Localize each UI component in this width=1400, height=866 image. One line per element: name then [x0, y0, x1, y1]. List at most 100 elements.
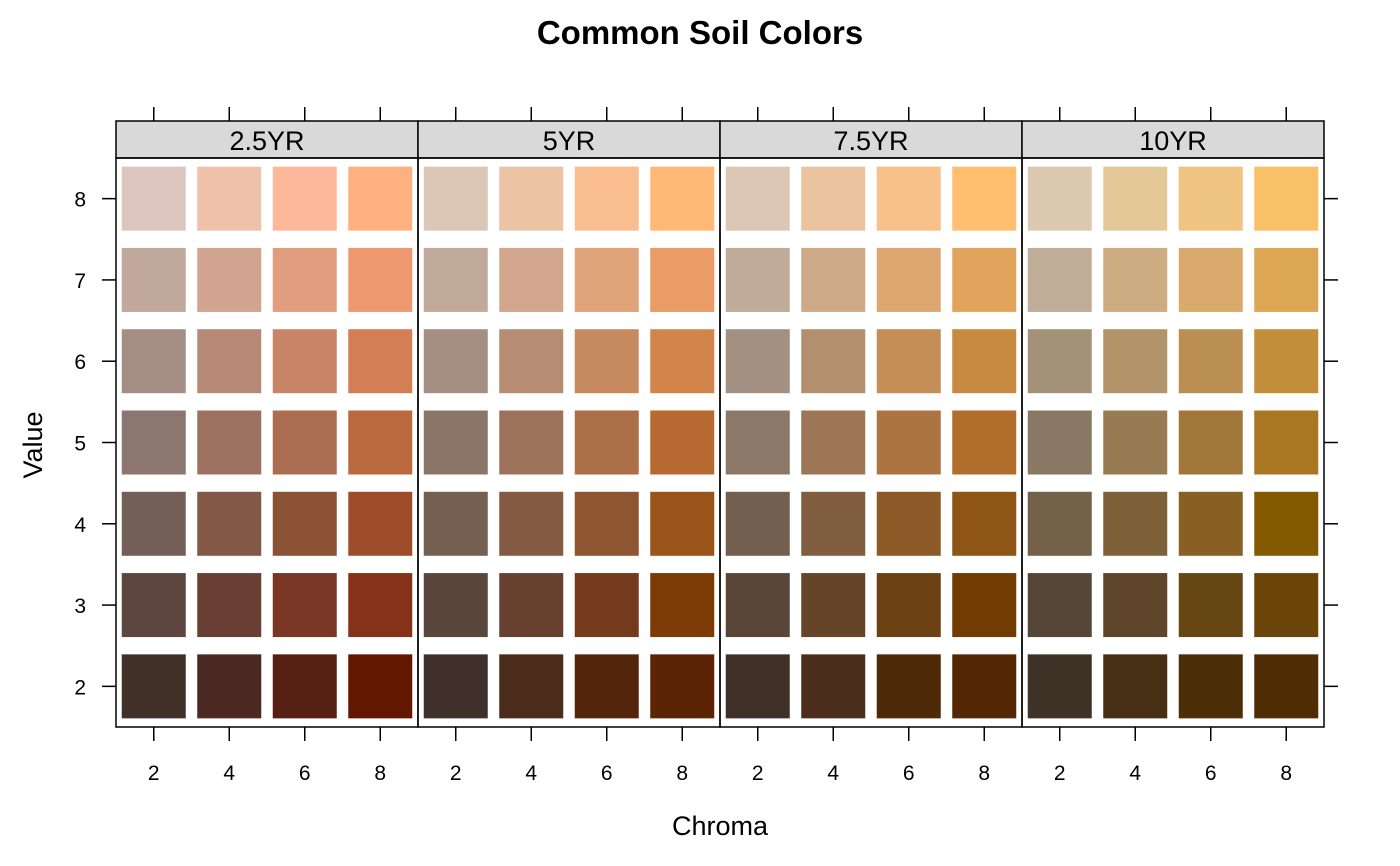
color-chip — [197, 410, 262, 475]
color-chip — [197, 329, 262, 394]
color-chip — [121, 329, 186, 394]
color-chip — [423, 654, 488, 719]
color-chip — [1027, 410, 1092, 475]
color-chip — [952, 654, 1017, 719]
color-chip — [1103, 410, 1168, 475]
color-chip — [650, 491, 715, 556]
color-chip — [197, 654, 262, 719]
color-chip — [1103, 491, 1168, 556]
color-chip — [348, 329, 413, 394]
y-tick-label: 4 — [74, 514, 86, 537]
color-chip — [650, 166, 715, 231]
x-tick-label: 8 — [978, 762, 990, 785]
color-chip — [725, 410, 790, 475]
color-chip — [1254, 166, 1319, 231]
color-chip — [1178, 491, 1243, 556]
color-chip — [423, 410, 488, 475]
color-chip — [650, 329, 715, 394]
color-chip — [1178, 166, 1243, 231]
color-chip — [876, 654, 941, 719]
y-tick-label: 2 — [74, 676, 86, 699]
x-tick-label: 6 — [601, 762, 613, 785]
color-chip — [197, 573, 262, 638]
x-tick-label: 4 — [827, 762, 839, 785]
strip-label: 7.5YR — [833, 126, 908, 156]
color-chip — [121, 573, 186, 638]
color-chip — [801, 410, 866, 475]
color-chip — [952, 166, 1017, 231]
color-chip — [1027, 329, 1092, 394]
color-chip — [1254, 491, 1319, 556]
strip-label: 10YR — [1139, 126, 1207, 156]
color-chip — [574, 573, 639, 638]
x-tick-label: 8 — [374, 762, 386, 785]
color-chip — [1027, 654, 1092, 719]
color-chip — [272, 491, 337, 556]
color-chip — [499, 166, 564, 231]
color-chip — [121, 654, 186, 719]
x-tick-label: 2 — [752, 762, 764, 785]
color-chip — [348, 654, 413, 719]
color-chip — [1027, 166, 1092, 231]
color-chip — [348, 491, 413, 556]
y-tick-label: 7 — [74, 270, 86, 293]
color-chip — [952, 247, 1017, 312]
color-chip — [423, 573, 488, 638]
color-chip — [1027, 247, 1092, 312]
color-chip — [1178, 573, 1243, 638]
strip-label: 2.5YR — [229, 126, 304, 156]
color-chip — [574, 654, 639, 719]
color-chip — [1254, 573, 1319, 638]
color-chip — [1178, 654, 1243, 719]
y-tick-label: 5 — [74, 433, 86, 456]
color-chip — [876, 410, 941, 475]
strip-7.5YR — [719, 120, 1023, 159]
x-tick-label: 2 — [1054, 762, 1066, 785]
x-tick-label: 6 — [903, 762, 915, 785]
color-chip — [725, 654, 790, 719]
color-chip — [1103, 329, 1168, 394]
color-chip — [197, 166, 262, 231]
color-chip — [952, 329, 1017, 394]
color-chip — [272, 329, 337, 394]
color-chip — [1254, 410, 1319, 475]
x-tick-label: 2 — [450, 762, 462, 785]
color-chip — [499, 247, 564, 312]
color-chip — [423, 491, 488, 556]
color-chip — [348, 247, 413, 312]
x-tick-label: 4 — [1129, 762, 1141, 785]
panels-group: 2.5YR 2 4 6 8 5YR 2 4 6 8 7.5YR 2 4 6 8 10YR 2 4 6 8 2 3 4 5 6 7 8 — [74, 107, 1338, 785]
x-tick-label: 6 — [299, 762, 311, 785]
color-chip — [876, 247, 941, 312]
color-chip — [801, 247, 866, 312]
color-chip — [1254, 654, 1319, 719]
color-chip — [876, 573, 941, 638]
x-tick-label: 4 — [525, 762, 537, 785]
color-chip — [574, 247, 639, 312]
color-chip — [574, 166, 639, 231]
color-chip — [499, 410, 564, 475]
color-chip — [725, 166, 790, 231]
color-chip — [801, 654, 866, 719]
color-chip — [650, 654, 715, 719]
color-chip — [952, 410, 1017, 475]
color-chip — [121, 166, 186, 231]
x-tick-label: 4 — [223, 762, 235, 785]
color-chip — [272, 654, 337, 719]
color-chip — [197, 491, 262, 556]
color-chip — [574, 491, 639, 556]
color-chip — [499, 329, 564, 394]
color-chip — [1103, 247, 1168, 312]
color-chip — [348, 573, 413, 638]
color-chip — [1178, 247, 1243, 312]
color-chip — [423, 247, 488, 312]
color-chip — [725, 491, 790, 556]
color-chip — [1178, 329, 1243, 394]
chart-title: Common Soil Colors — [537, 14, 863, 51]
color-chip — [650, 247, 715, 312]
y-tick-label: 8 — [74, 189, 86, 212]
color-chip — [801, 329, 866, 394]
color-chip — [121, 491, 186, 556]
color-chip — [1178, 410, 1243, 475]
